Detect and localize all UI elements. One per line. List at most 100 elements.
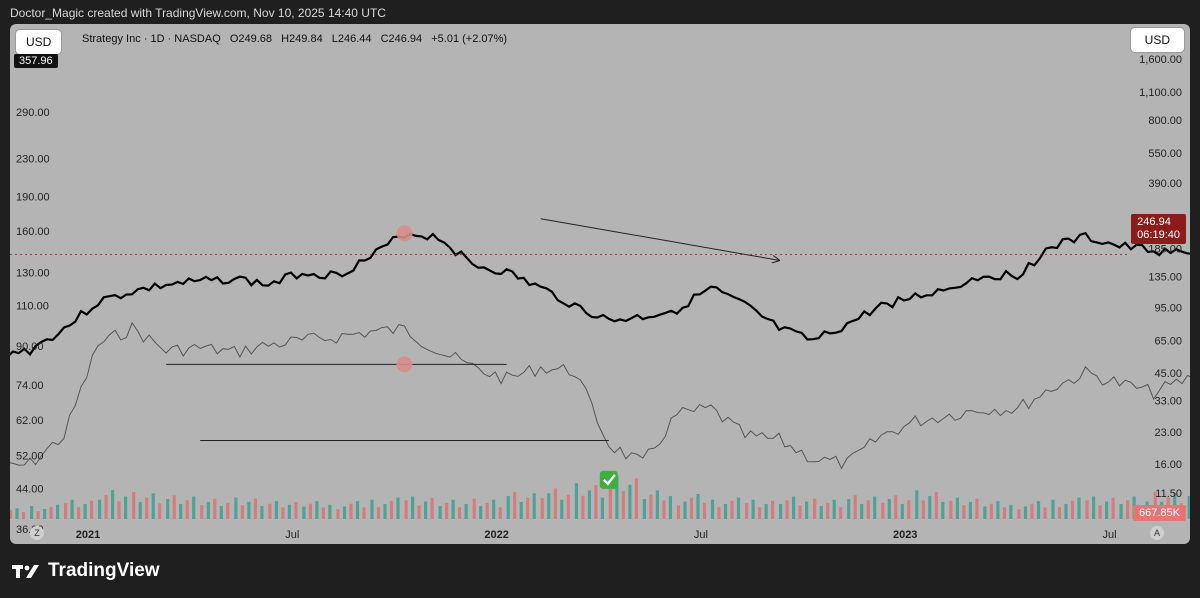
volume-bar	[894, 495, 898, 520]
volume-bar	[430, 497, 434, 520]
chart-annotations	[10, 218, 1130, 489]
left-axis-tick-label: 62.00	[16, 415, 44, 427]
volume-bar	[839, 507, 843, 519]
check-icon	[599, 470, 618, 489]
volume-bar	[15, 508, 19, 519]
volume-bar	[111, 490, 115, 519]
grey-series	[10, 321, 1190, 470]
zoom-toggle-button[interactable]: Z	[30, 526, 44, 540]
volume-bar	[574, 483, 578, 519]
volume-bar	[342, 506, 347, 519]
volume-bar	[21, 512, 26, 519]
left-axis-tick-label: 110.00	[16, 301, 49, 313]
volume-bar	[941, 501, 945, 519]
volume-bar	[56, 504, 60, 519]
volume-bar	[36, 511, 40, 519]
trend-arrow[interactable]	[540, 218, 779, 261]
volume-bar	[1077, 497, 1081, 519]
volume-bar	[696, 494, 700, 519]
volume-bar	[779, 504, 783, 519]
volume-bar	[634, 478, 638, 519]
volume-bar	[321, 507, 325, 519]
currency-button-left[interactable]: USD	[16, 30, 62, 54]
time-axis-tick-label: Jul	[694, 529, 708, 541]
volume-bar	[376, 507, 381, 519]
volume-bar	[404, 500, 408, 520]
volume-bar	[158, 503, 162, 519]
volume-bar	[989, 503, 993, 519]
symbol-name[interactable]: Strategy Inc · 1D · NASDAQ	[82, 33, 221, 45]
volume-bar	[668, 496, 672, 519]
volume-bar	[151, 493, 155, 519]
volume-bar	[260, 506, 264, 519]
left-axis: 290.00 230.00 190.00 160.00 130.00 110.00 90.0…	[16, 107, 50, 536]
volume-bar	[145, 497, 149, 519]
volume-bar	[328, 504, 332, 519]
right-axis-tick-label: 1,600.00	[1139, 54, 1182, 66]
volume-bar	[302, 506, 306, 519]
left-axis-tick-label: 74.00	[16, 380, 44, 392]
red-circle-marker[interactable]	[396, 356, 413, 373]
volume-bar	[411, 496, 415, 519]
volume-bar	[887, 499, 891, 519]
right-axis-tick-label: 23.00	[1154, 427, 1182, 439]
volume-bar	[764, 504, 768, 519]
volume-bar	[866, 500, 870, 520]
right-axis-tick-label: 185.00	[1148, 244, 1182, 256]
volume-bar	[587, 490, 591, 519]
change-value: +5.01 (+2.07%)	[431, 33, 508, 45]
volume-bar	[805, 501, 809, 519]
volume-bar	[1105, 501, 1109, 519]
volume-bar	[996, 501, 1000, 519]
close-value: C246.94	[380, 33, 423, 45]
volume-bar	[396, 497, 400, 519]
volume-bar	[547, 493, 551, 519]
volume-bar	[745, 502, 749, 519]
volume-bar	[166, 499, 170, 519]
volume-bar	[274, 501, 278, 519]
volume-bar	[294, 502, 298, 519]
red-circle-marker[interactable]	[396, 225, 413, 242]
volume-bar	[928, 496, 932, 519]
volume-bar	[771, 500, 775, 519]
time-axis-tick-label: 2023	[893, 529, 917, 541]
volume-bar	[498, 507, 502, 519]
currency-button-right[interactable]: USD	[1130, 28, 1184, 52]
volume-bar	[683, 501, 687, 519]
right-axis-tick-label: 33.00	[1154, 395, 1182, 407]
volume-bar	[287, 504, 291, 519]
high-value: H249.84	[281, 33, 323, 45]
volume-bar	[710, 499, 715, 519]
chart-panel[interactable]: 290.00 230.00 190.00 160.00 130.00 110.00 90.0…	[10, 24, 1190, 544]
volume-bar	[308, 503, 312, 519]
volume-bar	[1070, 500, 1075, 519]
volume-bar	[117, 501, 121, 519]
volume-bar	[689, 497, 694, 520]
volume-bar	[736, 497, 741, 519]
volume-bar	[1009, 504, 1013, 519]
volume-bar	[445, 502, 449, 519]
volume-bar	[438, 506, 442, 519]
volume-bar	[949, 500, 953, 519]
grey-series-line	[10, 321, 1190, 470]
tradingview-logo[interactable]: TradingView	[12, 560, 160, 582]
volume-bar	[513, 491, 517, 519]
auto-scale-button[interactable]: A	[1150, 526, 1164, 540]
volume-bar	[349, 503, 353, 519]
volume-bar	[132, 491, 136, 519]
volume-bar	[64, 502, 68, 519]
volume-bar	[1051, 499, 1055, 519]
volume-bar	[847, 499, 851, 519]
volume-bar	[676, 505, 681, 520]
volume-bar	[649, 494, 653, 519]
volume-bar	[751, 499, 755, 519]
right-axis-tick-label: 16.00	[1154, 459, 1182, 471]
price-chart[interactable]: 290.00 230.00 190.00 160.00 130.00 110.00 90.0…	[10, 24, 1190, 544]
volume-bar	[594, 485, 598, 519]
volume-bar	[785, 500, 789, 520]
volume-bar	[881, 502, 885, 520]
volume-bar	[268, 503, 272, 519]
volume-bar	[983, 506, 987, 519]
volume-bar	[553, 488, 557, 519]
volume-bar	[192, 496, 196, 519]
